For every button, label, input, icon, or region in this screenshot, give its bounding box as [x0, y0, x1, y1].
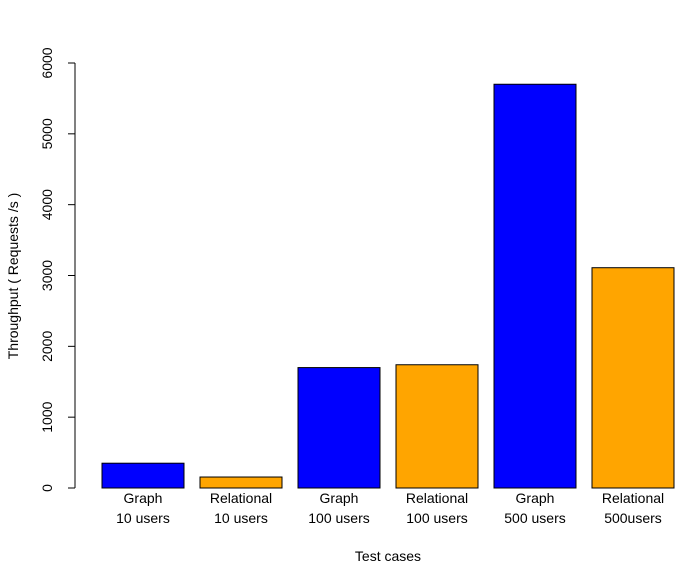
category-label-line1: Graph — [124, 490, 163, 506]
category-label-line1: Graph — [320, 490, 359, 506]
y-tick-label: 1000 — [39, 401, 55, 432]
category-label-line2: 10 users — [214, 510, 268, 526]
category-label-line2: 100 users — [308, 510, 369, 526]
category-label-line1: Relational — [406, 490, 468, 506]
category-label-line1: Relational — [210, 490, 272, 506]
bar — [493, 83, 577, 489]
bar — [297, 367, 381, 489]
category-label-line2: 500 users — [504, 510, 565, 526]
y-axis: 0 1000 2000 3000 4000 5000 6000 — [39, 47, 76, 492]
bars — [101, 83, 675, 489]
y-tick-label: 5000 — [39, 118, 55, 149]
category-label-line1: Graph — [516, 490, 555, 506]
y-tick-label: 0 — [39, 484, 55, 492]
y-tick-label: 2000 — [39, 331, 55, 362]
bar — [591, 267, 675, 489]
y-tick-label: 3000 — [39, 260, 55, 291]
y-tick-label: 6000 — [39, 47, 55, 78]
bar — [199, 476, 283, 489]
y-tick-label: 4000 — [39, 189, 55, 220]
category-labels: Graph 10 users Relational 10 users Graph 100 … — [116, 490, 664, 526]
bar — [395, 364, 479, 489]
y-axis-title: Throughput ( Requests /s ) — [5, 193, 21, 360]
category-label-line2: 10 users — [116, 510, 170, 526]
category-label-line2: 500users — [604, 510, 662, 526]
category-label-line2: 100 users — [406, 510, 467, 526]
category-label-line1: Relational — [602, 490, 664, 506]
bar — [101, 462, 185, 489]
x-axis-title: Test cases — [355, 548, 421, 564]
